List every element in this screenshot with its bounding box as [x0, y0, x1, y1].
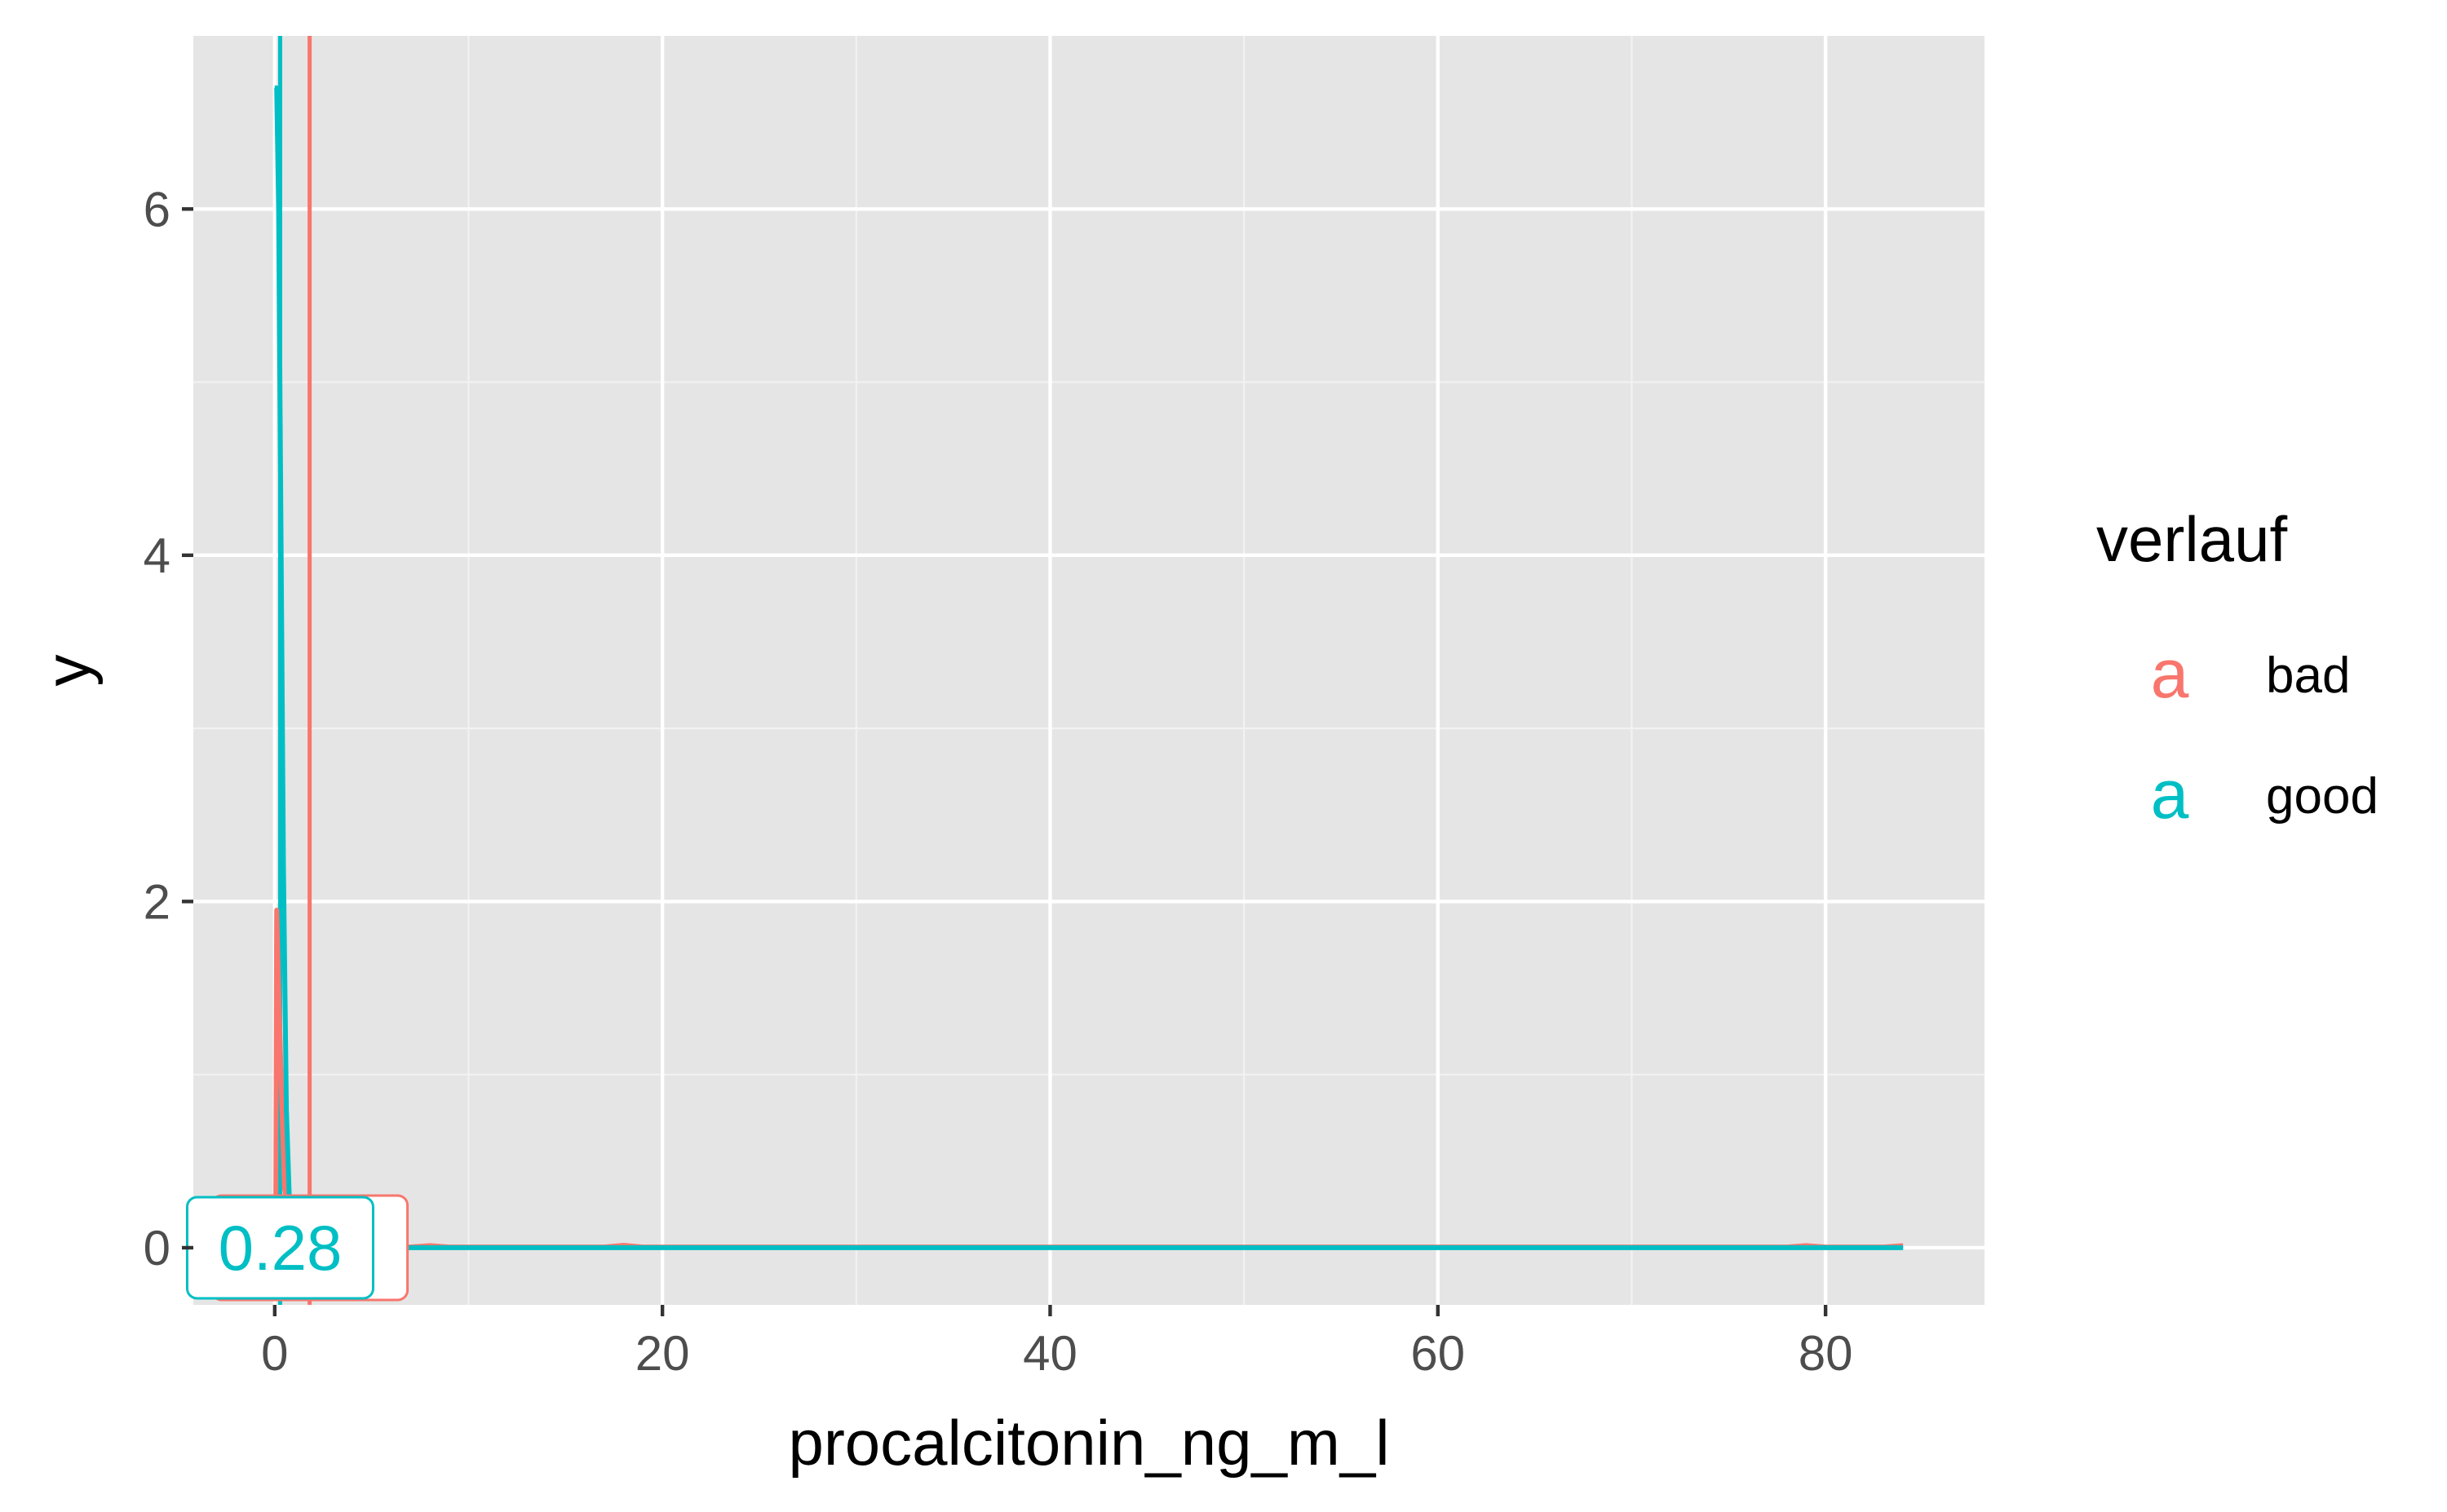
y-axis-title: y	[32, 655, 104, 687]
legend-label-bad: bad	[2266, 648, 2350, 704]
y-tick-label: 6	[144, 182, 170, 237]
x-tick-label: 80	[1799, 1326, 1853, 1381]
legend: verlauf a bad a good	[2096, 503, 2378, 833]
legend-label-good: good	[2266, 768, 2378, 825]
label-good: 0.28	[185, 1196, 374, 1300]
x-tick-label: 0	[261, 1326, 288, 1381]
legend-key-bad: a	[2151, 635, 2189, 712]
x-axis-title: procalcitonin_ng_m_l	[788, 1407, 1389, 1479]
label-text-good: 0.28	[219, 1212, 343, 1284]
legend-key-good: a	[2151, 756, 2189, 833]
median-labels: 1.80.28	[185, 1194, 409, 1302]
y-tick-label: 0	[144, 1221, 170, 1275]
y-tick-label: 4	[144, 528, 170, 583]
panel-background	[193, 36, 1985, 1305]
legend-title: verlauf	[2096, 503, 2287, 575]
axes: 0 20 40 60 80 0 2 4 6	[144, 182, 1853, 1381]
x-tick-label: 40	[1023, 1326, 1077, 1381]
y-tick-label: 2	[144, 874, 170, 929]
x-tick-label: 20	[635, 1326, 690, 1381]
x-tick-label: 60	[1410, 1326, 1465, 1381]
